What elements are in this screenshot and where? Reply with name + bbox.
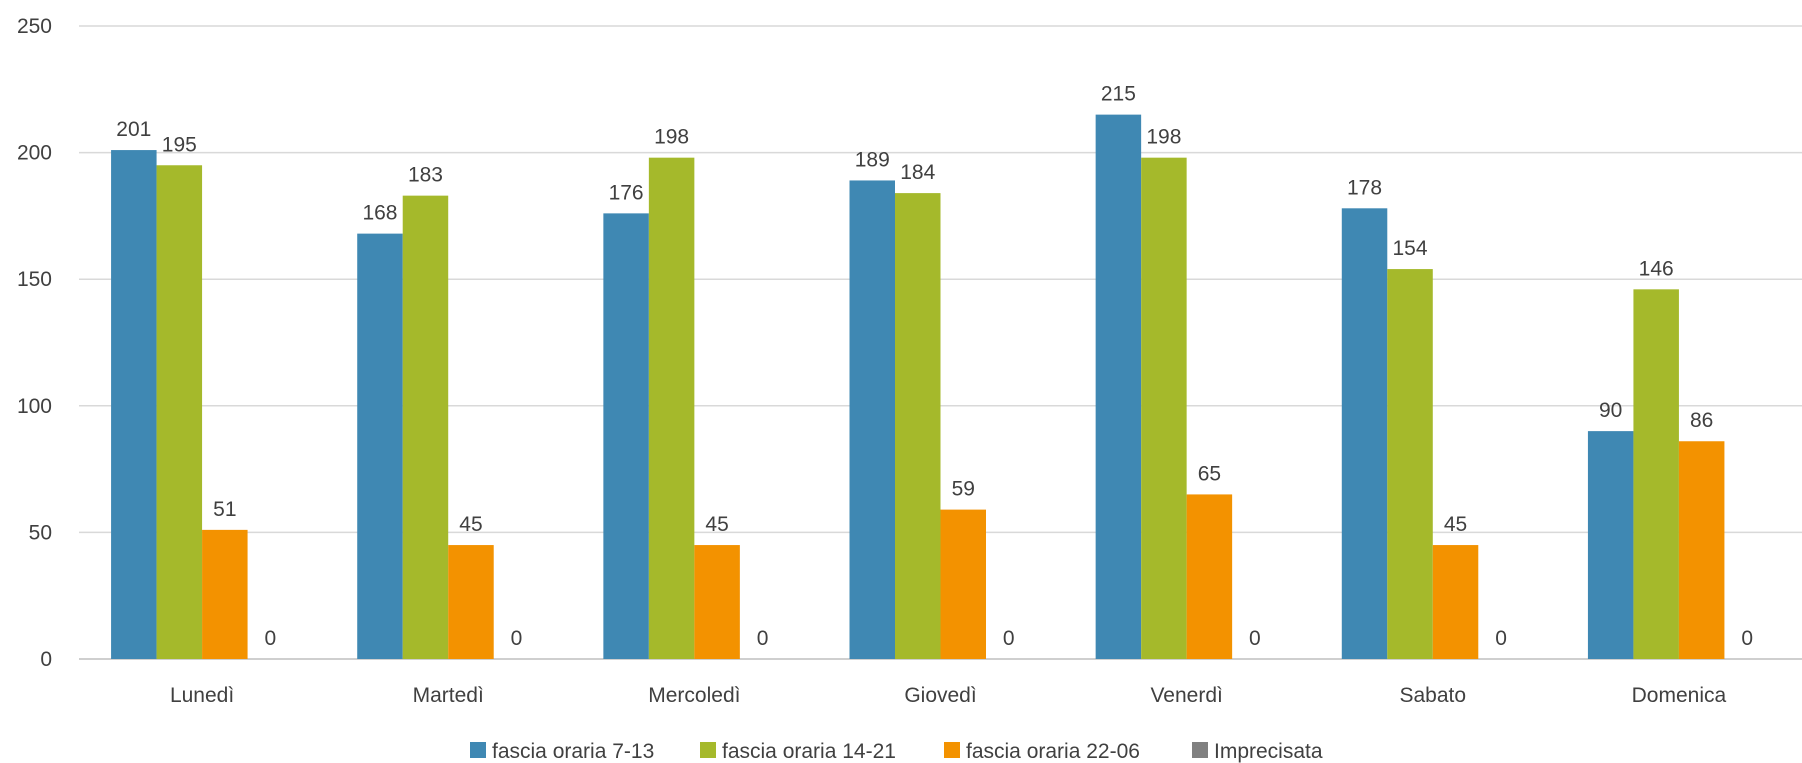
legend-label: fascia oraria 22-06 [966, 740, 1140, 763]
y-tick-label: 100 [17, 395, 52, 418]
bar [156, 165, 203, 659]
legend-swatch [700, 742, 716, 758]
bar [940, 509, 986, 659]
data-labels: 201 195 51 0 168 183 45 0 176 198 45 0 189 184 59 0 215 1… [116, 83, 1753, 650]
x-tick-label: Lunedì [170, 684, 234, 707]
bar [1678, 441, 1725, 659]
bar [111, 150, 157, 659]
data-label: 51 [213, 498, 236, 521]
data-label: 0 [1741, 627, 1753, 650]
x-tick-label: Martedì [413, 684, 484, 707]
bar [1341, 208, 1388, 659]
bar [603, 213, 649, 660]
data-label: 0 [264, 627, 276, 650]
data-label: 45 [1444, 513, 1467, 536]
data-label: 59 [952, 478, 975, 501]
legend-label: fascia oraria 7-13 [492, 740, 654, 763]
bar [448, 545, 494, 659]
y-tick-label: 0 [40, 648, 52, 671]
data-label: 65 [1198, 462, 1221, 485]
legend-item: fascia oraria 22-06 [944, 740, 1140, 763]
bar [1432, 545, 1479, 659]
legend-item: Imprecisata [1192, 740, 1323, 763]
data-label: 189 [855, 148, 890, 171]
bar [1633, 289, 1679, 659]
bar [694, 545, 740, 659]
bar [1095, 114, 1142, 660]
bar [895, 193, 941, 659]
legend-item: fascia oraria 7-13 [470, 740, 654, 763]
data-label: 198 [1146, 126, 1181, 149]
legend-swatch [470, 742, 486, 758]
legend-item: fascia oraria 14-21 [700, 740, 896, 763]
bar [357, 233, 403, 659]
data-label: 154 [1393, 237, 1428, 260]
data-label: 184 [900, 161, 935, 184]
data-label: 183 [408, 164, 443, 187]
x-axis-ticks: Lunedì Martedì Mercoledì Giovedì Venerdì Saba… [170, 684, 1727, 707]
bar [1186, 494, 1233, 659]
data-label: 0 [757, 627, 769, 650]
y-tick-label: 200 [17, 142, 52, 165]
data-label: 201 [116, 118, 151, 141]
data-label: 0 [1003, 627, 1015, 650]
x-tick-label: Sabato [1400, 684, 1467, 707]
data-label: 198 [654, 126, 689, 149]
bar [1587, 431, 1634, 659]
data-label: 215 [1101, 83, 1136, 106]
legend: fascia oraria 7-13 fascia oraria 14-21 fas… [470, 740, 1323, 763]
bars [111, 114, 1725, 660]
data-label: 0 [511, 627, 523, 650]
data-label: 90 [1599, 399, 1622, 422]
data-label: 176 [609, 181, 644, 204]
bar [202, 529, 248, 659]
y-axis-ticks: 0 50 100 150 200 250 [17, 15, 52, 671]
bar [849, 180, 895, 659]
data-label: 45 [459, 513, 482, 536]
x-tick-label: Domenica [1632, 684, 1727, 707]
bar [402, 195, 449, 660]
y-tick-label: 50 [29, 521, 52, 544]
data-label: 195 [162, 133, 197, 156]
y-tick-label: 250 [17, 15, 52, 38]
data-label: 146 [1639, 257, 1674, 280]
data-label: 45 [705, 513, 728, 536]
bar [1141, 157, 1187, 659]
data-label: 0 [1495, 627, 1507, 650]
x-tick-label: Mercoledì [648, 684, 740, 707]
x-tick-label: Giovedì [904, 684, 976, 707]
data-label: 168 [362, 202, 397, 225]
data-label: 178 [1347, 176, 1382, 199]
legend-label: fascia oraria 14-21 [722, 740, 896, 763]
x-tick-label: Venerdì [1150, 684, 1222, 707]
data-label: 86 [1690, 409, 1713, 432]
legend-label: Imprecisata [1214, 740, 1323, 763]
bar [1387, 269, 1433, 659]
y-tick-label: 150 [17, 268, 52, 291]
bar [648, 157, 695, 659]
data-label: 0 [1249, 627, 1261, 650]
legend-swatch [1192, 742, 1208, 758]
legend-swatch [944, 742, 960, 758]
